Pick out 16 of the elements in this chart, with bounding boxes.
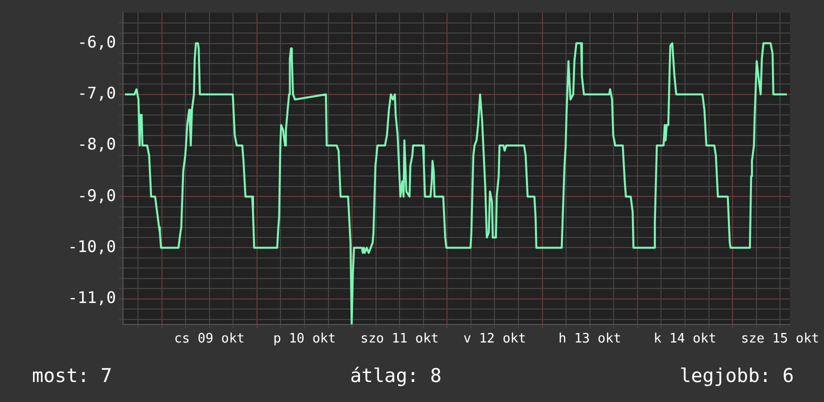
x-tick-label: szo 11 okt bbox=[360, 332, 439, 347]
y-tick-label: -11,0 bbox=[68, 288, 116, 307]
y-tick-label: -7,0 bbox=[77, 84, 116, 103]
y-tick-label: -10,0 bbox=[68, 236, 116, 256]
x-tick-label: sze 15 okt bbox=[740, 332, 820, 347]
x-tick-label: v 12 okt bbox=[463, 332, 526, 347]
x-tick-label: k 14 okt bbox=[654, 332, 716, 347]
text: legjobb: 6 bbox=[680, 365, 794, 387]
x-tick-label: h 13 okt bbox=[558, 332, 622, 347]
x-tick-label: cs 09 okt bbox=[174, 332, 245, 347]
y-tick-label: -6,0 bbox=[77, 32, 116, 52]
y-tick-label: -8,0 bbox=[77, 134, 116, 154]
y-tick-label: -9,0 bbox=[77, 186, 116, 205]
x-tick-label: p 10 okt bbox=[273, 332, 336, 347]
text: átlag: 8 bbox=[350, 365, 442, 387]
text: most: 7 bbox=[32, 365, 112, 387]
